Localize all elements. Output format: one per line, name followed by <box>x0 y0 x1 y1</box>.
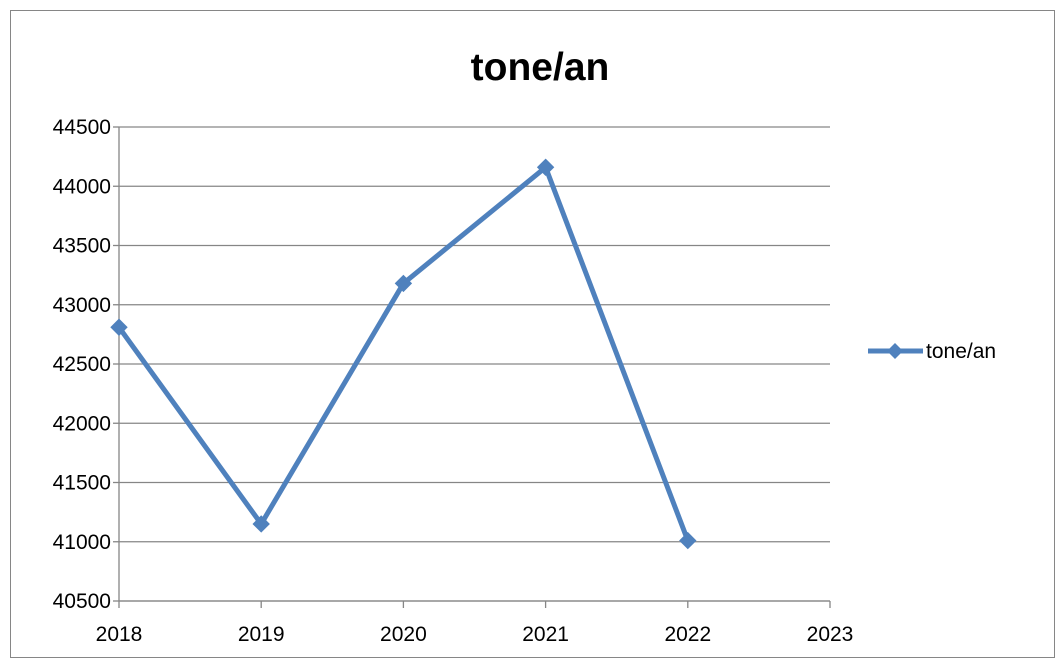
chart-frame <box>10 10 1055 658</box>
series-line-0 <box>116 164 691 544</box>
x-tick-label-2018: 2018 <box>96 623 143 646</box>
data-point-2022 <box>679 531 697 550</box>
legend: tone/an <box>868 340 996 363</box>
y-tick-label-41500: 41500 <box>53 472 111 495</box>
y-tick-label-43500: 43500 <box>53 235 111 258</box>
y-tick-label-42000: 42000 <box>53 412 111 435</box>
x-tick-label-2022: 2022 <box>664 623 711 646</box>
data-point-2021 <box>536 158 555 176</box>
data-point-2019 <box>252 515 270 533</box>
y-tick-label-42500: 42500 <box>53 353 111 376</box>
axis-layer: 40500 41000 41500 42000 42500 43000 43500 44000… <box>53 116 854 646</box>
series-layer <box>110 158 697 550</box>
y-tick-label-44500: 44500 <box>53 116 111 139</box>
x-tick-label-2023: 2023 <box>807 623 854 646</box>
data-point-2020 <box>394 274 413 293</box>
grid-layer <box>119 126 830 602</box>
chart-title: tone/an <box>471 46 610 89</box>
y-tick-label-44000: 44000 <box>53 175 111 198</box>
y-tick-label-40500: 40500 <box>53 590 111 613</box>
legend-swatch-marker <box>887 343 903 359</box>
x-tick-label-2021: 2021 <box>522 623 569 646</box>
data-point-2018 <box>110 318 128 336</box>
y-tick-label-43000: 43000 <box>53 294 111 317</box>
y-tick-label-41000: 41000 <box>53 531 111 554</box>
x-tick-label-2019: 2019 <box>238 623 285 646</box>
legend-label: tone/an <box>926 340 996 363</box>
x-tick-label-2020: 2020 <box>380 623 427 646</box>
